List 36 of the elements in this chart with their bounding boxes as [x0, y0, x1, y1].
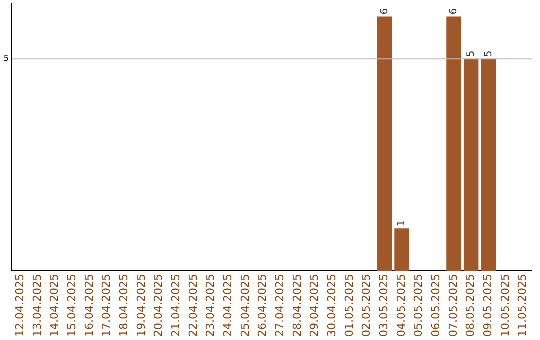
x-tick-label: 21.04.2025 [170, 274, 183, 338]
x-tick-label: 24.04.2025 [222, 274, 235, 338]
x-tick-label: 05.05.2025 [412, 274, 426, 338]
data-label: 5 [466, 50, 477, 58]
x-tick-label: 09.05.2025 [482, 274, 495, 338]
ref-line-label: 5 [4, 54, 9, 64]
data-label: 6 [379, 8, 390, 15]
x-tick-label: 25.04.2025 [238, 274, 252, 338]
x-tick-label: 22.04.2025 [186, 274, 200, 338]
x-tick-label: 10.05.2025 [498, 274, 512, 338]
x-tick-label: 26.04.2025 [256, 274, 270, 338]
x-tick-label: 02.05.2025 [360, 274, 374, 338]
x-tick-label: 13.04.2025 [30, 274, 44, 338]
x-tick-label: 18.04.2025 [118, 274, 131, 338]
x-tick-label: 16.04.2025 [82, 274, 96, 338]
x-tick-label: 06.05.2025 [430, 274, 443, 338]
x-tick-label: 12.04.2025 [14, 274, 27, 338]
x-tick-label: 23.04.2025 [204, 274, 218, 338]
x-tick-label: 03.05.2025 [378, 274, 391, 338]
data-label: 6 [448, 8, 460, 15]
x-tick-label: 20.04.2025 [152, 274, 166, 338]
x-tick-label: 27.04.2025 [274, 274, 287, 338]
x-tick-label: 30.04.2025 [326, 274, 339, 338]
x-tick-label: 19.04.2025 [134, 274, 148, 338]
data-label: 5 [483, 50, 494, 58]
x-tick-label: 29.04.2025 [308, 274, 322, 338]
x-tick-label: 14.04.2025 [48, 274, 62, 338]
x-tick-label: 04.05.2025 [394, 274, 408, 338]
x-tick-label: 15.04.2025 [66, 274, 79, 338]
x-tick-label: 07.05.2025 [446, 274, 460, 338]
x-tick-label: 08.05.2025 [464, 274, 478, 338]
x-tick-label: 28.04.2025 [290, 274, 304, 338]
data-label: 1 [396, 220, 408, 227]
x-tick-label: 01.05.2025 [342, 274, 356, 338]
x-tick-label: 17.04.2025 [100, 274, 114, 338]
x-tick-label: 11.05.2025 [516, 274, 530, 338]
